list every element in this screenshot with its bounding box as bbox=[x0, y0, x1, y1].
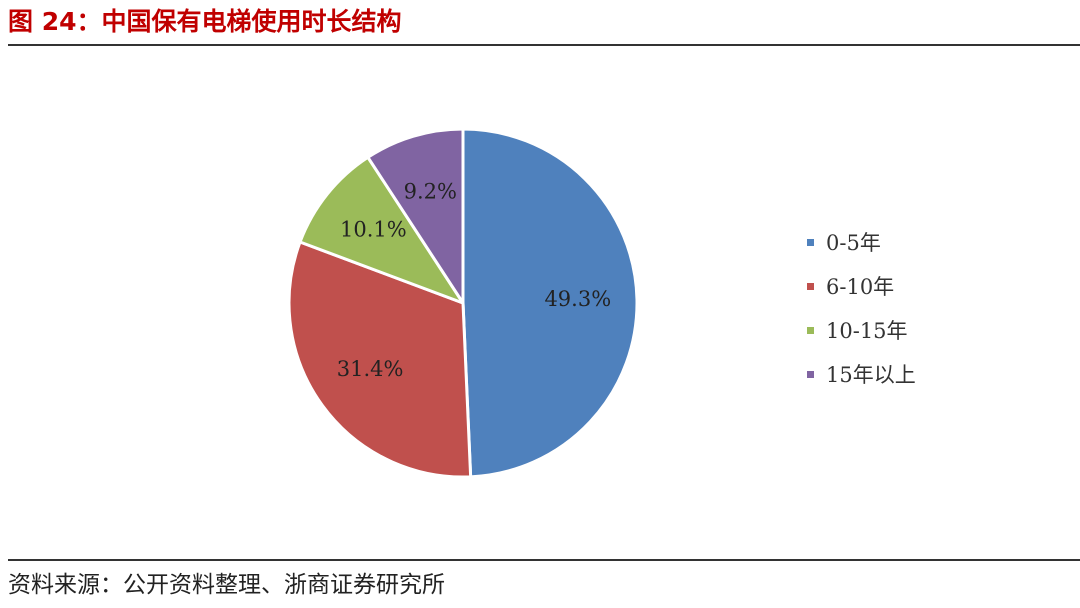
pie-data-label-4: 9.2% bbox=[404, 179, 457, 203]
pie-data-label-1: 49.3% bbox=[544, 287, 611, 311]
source-note: 资料来源：公开资料整理、浙商证券研究所 bbox=[8, 572, 445, 598]
legend-swatch-1 bbox=[807, 238, 814, 246]
legend-item-4: 15年以上 bbox=[807, 352, 916, 396]
title-divider bbox=[8, 44, 1080, 46]
legend-item-2: 6-10年 bbox=[807, 264, 916, 308]
pie-data-labels: 49.3% 31.4% 10.1% 9.2% bbox=[337, 179, 611, 381]
legend-item-3: 10-15年 bbox=[807, 308, 916, 352]
chart-legend: 0-5年 6-10年 10-15年 15年以上 bbox=[807, 220, 916, 396]
legend-label-4: 15年以上 bbox=[826, 363, 916, 387]
pie-data-label-2: 31.4% bbox=[337, 357, 404, 381]
legend-swatch-2 bbox=[807, 282, 814, 290]
pie-slices bbox=[287, 127, 639, 479]
legend-item-1: 0-5年 bbox=[807, 220, 916, 264]
pie-slice-2 bbox=[287, 240, 473, 479]
figure-title: 图 24：中国保有电梯使用时长结构 bbox=[8, 7, 402, 36]
legend-label-3: 10-15年 bbox=[826, 319, 908, 343]
pie-slice-1 bbox=[461, 127, 639, 479]
legend-label-2: 6-10年 bbox=[826, 275, 895, 299]
pie-slice-4 bbox=[366, 127, 465, 305]
legend-swatch-4 bbox=[807, 370, 814, 378]
source-divider bbox=[8, 559, 1080, 561]
pie-data-label-3: 10.1% bbox=[340, 218, 407, 242]
legend-swatch-3 bbox=[807, 326, 814, 334]
pie-slice-3 bbox=[298, 155, 465, 305]
legend-label-1: 0-5年 bbox=[826, 231, 881, 255]
